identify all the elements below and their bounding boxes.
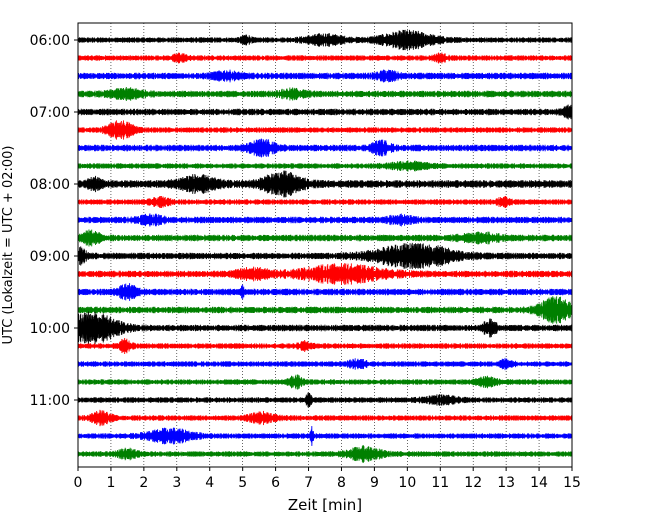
x-tick-label: 8 xyxy=(337,475,346,491)
x-tick-label: 4 xyxy=(205,475,214,491)
y-tick-label: 08:00 xyxy=(30,177,70,193)
x-axis-label: Zeit [min] xyxy=(288,496,362,514)
x-tick-label: 2 xyxy=(139,475,148,491)
y-axis-ticks: 06:00 07:00 08:00 09:00 10:00 11:00 xyxy=(30,33,78,409)
x-tick-label: 3 xyxy=(172,475,181,491)
plot-background xyxy=(78,23,572,467)
plot-frame xyxy=(77,22,573,468)
x-tick-label: 9 xyxy=(370,475,379,491)
seismogram-traces xyxy=(77,29,573,463)
x-tick-label: 11 xyxy=(431,475,449,491)
x-tick-label: 7 xyxy=(304,475,313,491)
x-tick-label: 14 xyxy=(530,475,548,491)
y-tick-label: 10:00 xyxy=(30,321,70,337)
x-tick-label: 5 xyxy=(238,475,247,491)
x-tick-label: 1 xyxy=(106,475,115,491)
x-tick-label: 6 xyxy=(271,475,280,491)
x-tick-label: 15 xyxy=(563,475,581,491)
x-axis-ticks: 0 1 2 3 4 5 6 7 8 9 10 11 12 13 14 15 xyxy=(74,467,581,491)
y-tick-label: 09:00 xyxy=(30,249,70,265)
x-tick-label: 0 xyxy=(74,475,83,491)
x-tick-label: 12 xyxy=(464,475,482,491)
y-axis-label: UTC (Lokalzeit = UTC + 02:00) xyxy=(1,146,16,345)
y-tick-label: 06:00 xyxy=(30,33,70,49)
grid-lines xyxy=(110,23,540,467)
y-tick-label: 11:00 xyxy=(30,393,70,409)
x-tick-label: 10 xyxy=(398,475,416,491)
y-tick-label: 07:00 xyxy=(30,105,70,121)
x-tick-label: 13 xyxy=(497,475,515,491)
